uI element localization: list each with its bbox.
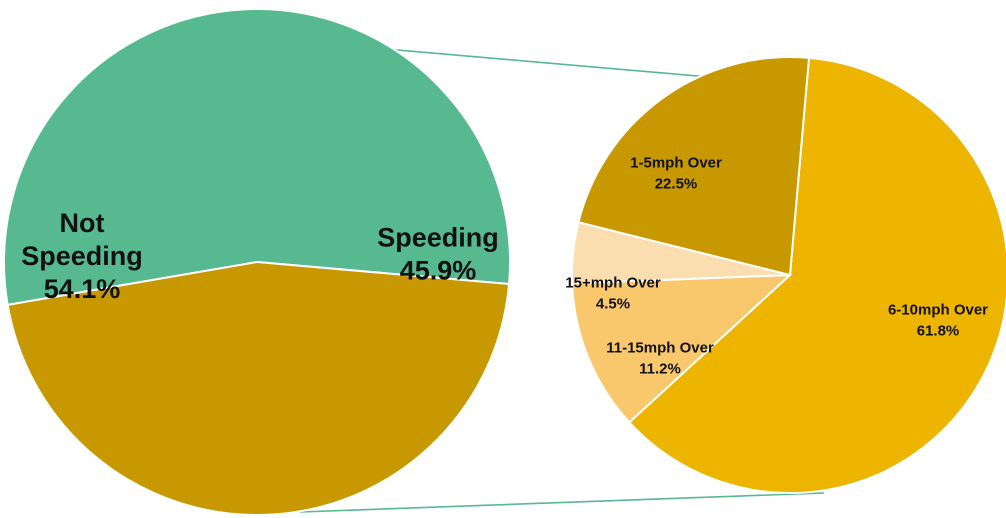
slice-label-15-mph-over-0: 15+mph Over (565, 274, 661, 291)
value-label-6-10mph-over: 61.8% (917, 322, 960, 339)
value-label-1-5mph-over: 22.5% (655, 175, 698, 192)
slice-label-speeding-0: Speeding (377, 223, 499, 253)
slice-11-15mph-over (571, 273, 793, 424)
connector-line-bottom (299, 492, 825, 513)
slice-1-5mph-over (577, 56, 811, 277)
slice-label-not-speeding-0: Not (60, 208, 105, 238)
slice-speeding (6, 260, 511, 517)
value-label-15-mph-over: 4.5% (596, 295, 630, 312)
slice-label-1-5mph-over-0: 1-5mph Over (630, 154, 722, 171)
slice-label-11-15mph-over-0: 11-15mph Over (606, 339, 714, 356)
value-label-speeding: 45.9% (400, 256, 477, 286)
slice-label-6-10mph-over-0: 6-10mph Over (888, 301, 988, 318)
speeding-breakdown-pie (571, 56, 1006, 494)
value-label-11-15mph-over: 11.2% (639, 360, 681, 377)
slice-not-speeding (3, 8, 511, 307)
slice-6-10mph-over (627, 56, 1006, 494)
value-label-not-speeding: 54.1% (44, 274, 121, 304)
main-pie (3, 8, 511, 517)
slice-label-not-speeding-1: Speeding (21, 241, 143, 271)
